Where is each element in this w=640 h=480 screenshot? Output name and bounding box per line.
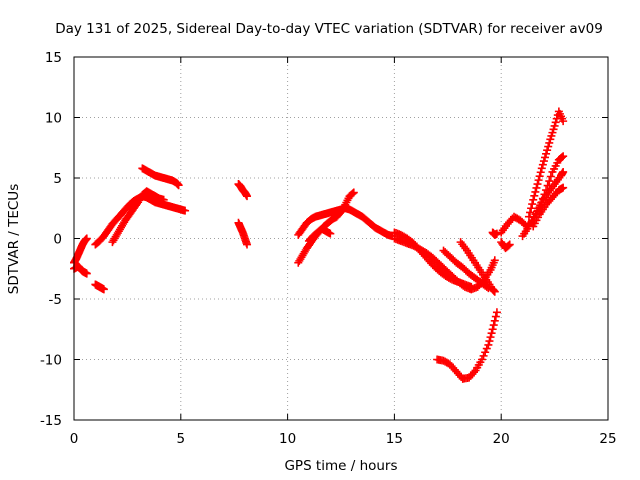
data-point xyxy=(559,152,568,161)
y-tick-label: 10 xyxy=(45,111,62,127)
data-point xyxy=(537,164,546,173)
series-arc-5 xyxy=(108,187,168,247)
data-point xyxy=(535,172,544,181)
x-tick-label: 5 xyxy=(177,431,186,447)
data-point xyxy=(539,157,548,166)
data-point xyxy=(490,287,499,296)
data-point xyxy=(544,142,553,151)
data-point xyxy=(559,167,568,176)
x-tick-labels: 0 5 10 15 20 25 xyxy=(70,431,617,447)
y-tick-label: -15 xyxy=(40,413,62,429)
data-point xyxy=(532,183,541,192)
data-point xyxy=(492,308,501,317)
series-arc-22 xyxy=(529,183,568,231)
series-arc-11 xyxy=(304,224,335,245)
y-tick-label: -5 xyxy=(49,292,62,308)
data-point xyxy=(243,192,252,201)
x-tick-label: 0 xyxy=(70,431,79,447)
data-point xyxy=(551,118,560,127)
data-point xyxy=(534,176,543,185)
data-point xyxy=(550,121,559,130)
series-arc-4 xyxy=(91,192,190,249)
data-point xyxy=(529,195,538,204)
x-tick-label: 15 xyxy=(386,431,403,447)
data-point xyxy=(488,325,497,334)
x-tick-label: 25 xyxy=(599,431,616,447)
data-point xyxy=(490,316,499,325)
y-tick-label: 0 xyxy=(53,232,62,248)
data-point xyxy=(174,181,183,190)
chart-title: Day 131 of 2025, Sidereal Day-to-day VTE… xyxy=(55,21,603,37)
data-point xyxy=(181,206,190,215)
data-point xyxy=(530,191,539,200)
y-tick-label: 5 xyxy=(53,171,62,187)
data-point xyxy=(559,183,568,192)
data-point xyxy=(492,229,501,238)
data-point xyxy=(486,333,495,342)
data-point xyxy=(545,177,554,186)
series-arc-19 xyxy=(497,238,514,253)
data-point xyxy=(545,138,554,147)
series-arc-16 xyxy=(433,308,501,383)
x-tick-label: 10 xyxy=(279,431,296,447)
data-point xyxy=(485,337,494,346)
data-point xyxy=(477,355,486,364)
series-arc-8 xyxy=(234,218,252,249)
series-arc-2 xyxy=(70,262,91,278)
y-tick-label: 15 xyxy=(45,50,62,66)
data-point xyxy=(546,172,555,181)
data-points xyxy=(70,107,568,383)
data-point xyxy=(558,153,567,162)
plot-frame xyxy=(73,56,609,421)
y-tick-label: -10 xyxy=(40,353,62,369)
data-point xyxy=(326,229,335,238)
series-arc-6 xyxy=(138,164,183,190)
data-point xyxy=(467,282,476,291)
data-point xyxy=(543,146,552,155)
data-point xyxy=(484,340,493,349)
data-point xyxy=(348,189,357,198)
series-arc-13 xyxy=(390,228,476,291)
data-point xyxy=(490,256,499,265)
data-point xyxy=(82,234,91,243)
data-point xyxy=(482,344,491,353)
data-point xyxy=(559,117,568,126)
axis-ticks xyxy=(73,56,609,421)
series-arc-3 xyxy=(91,280,108,294)
data-point xyxy=(527,204,536,213)
series-arc-15 xyxy=(456,238,499,296)
x-tick-label: 20 xyxy=(493,431,510,447)
data-point xyxy=(533,180,542,189)
data-point xyxy=(505,240,514,249)
data-point xyxy=(243,240,252,249)
y-axis-label: SDTVAR / TECUs xyxy=(6,184,22,294)
data-point xyxy=(526,208,535,217)
x-axis-label: GPS time / hours xyxy=(284,458,397,474)
data-point xyxy=(469,368,478,377)
data-point xyxy=(542,149,551,158)
data-point xyxy=(349,188,358,197)
data-point xyxy=(487,329,496,338)
data-point xyxy=(99,285,108,294)
data-point xyxy=(82,269,91,278)
data-point xyxy=(504,241,513,250)
data-point xyxy=(159,195,168,204)
data-point xyxy=(540,153,549,162)
y-tick-labels: -15 -10 -5 0 5 10 15 xyxy=(40,50,62,429)
data-point xyxy=(538,160,547,169)
series-arc-20 xyxy=(524,107,568,221)
data-point xyxy=(489,321,498,330)
data-point xyxy=(536,168,545,177)
data-point xyxy=(531,187,540,196)
data-point xyxy=(479,351,488,360)
series-arc-17 xyxy=(488,228,501,239)
data-point xyxy=(491,312,500,321)
data-point xyxy=(528,200,537,209)
series-arc-7 xyxy=(234,180,252,201)
data-point xyxy=(481,348,490,357)
